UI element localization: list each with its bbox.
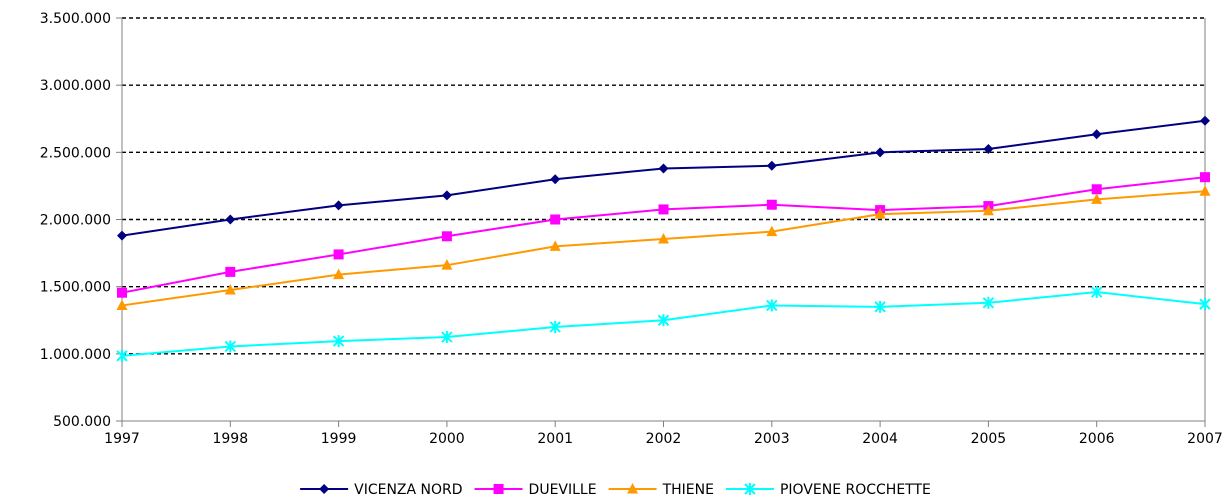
data-point-piovene-rocchette xyxy=(332,335,345,348)
x-tick-label: 2004 xyxy=(862,431,898,447)
data-point-thiene xyxy=(441,259,453,270)
legend-marker-group xyxy=(744,483,756,495)
series-piovene-rocchette xyxy=(116,286,1211,362)
data-point-piovene-rocchette xyxy=(441,331,453,344)
data-point-dueville xyxy=(441,231,452,242)
data-point-thiene xyxy=(224,284,236,295)
x-tick-label: 1998 xyxy=(212,431,248,447)
data-point-vicenza-nord xyxy=(875,147,886,158)
x-tick-label: 2001 xyxy=(537,431,573,447)
data-point-piovene-rocchette xyxy=(982,296,995,309)
data-point-thiene xyxy=(116,299,128,310)
data-point-piovene-rocchette xyxy=(116,349,128,362)
y-axis-ticks: 500.000 1.000.000 1.500.000 2.000.000 2.500.… xyxy=(40,11,122,430)
data-point-thiene xyxy=(766,225,778,237)
legend-marker-group xyxy=(319,484,330,494)
data-point-dueville xyxy=(225,266,236,277)
data-point-vicenza-nord xyxy=(1200,115,1210,126)
legend-label: DUEVILLE xyxy=(529,482,597,498)
x-tick-label: 2006 xyxy=(1079,431,1115,447)
x-tick-label: 2002 xyxy=(646,431,682,447)
data-point-thiene xyxy=(874,208,886,219)
x-axis-ticks: 1997 1998 1999 2000 2001 2002 2003 2004 2005 2006… xyxy=(104,421,1223,447)
data-point-piovene-rocchette xyxy=(874,300,886,313)
legend-marker xyxy=(319,484,330,494)
legend-marker xyxy=(627,483,639,494)
y-tick-label: 3.000.000 xyxy=(40,78,111,94)
data-point-piovene-rocchette xyxy=(1199,298,1211,311)
data-point-piovene-rocchette xyxy=(1090,286,1103,299)
y-tick-label: 1.500.000 xyxy=(40,280,111,296)
series-line-vicenza-nord xyxy=(121,119,1206,237)
x-tick-label: 2005 xyxy=(971,431,1007,447)
data-point-dueville xyxy=(550,214,561,225)
x-tick-label: 1999 xyxy=(321,431,357,447)
data-point-dueville xyxy=(1091,184,1102,195)
y-tick-label: 2.500.000 xyxy=(40,145,111,161)
legend-marker-group xyxy=(493,484,504,494)
y-tick-label: 2.000.000 xyxy=(40,213,111,229)
legend-item-piovene-rocchette: PIOVENE ROCCHETTE xyxy=(725,482,931,498)
legend-item-vicenza-nord: VICENZA NORD xyxy=(300,482,463,498)
data-series xyxy=(116,115,1211,362)
y-tick-label: 1.000.000 xyxy=(40,347,111,363)
x-tick-label: 2007 xyxy=(1187,431,1223,447)
data-point-vicenza-nord xyxy=(658,163,669,174)
data-point-thiene xyxy=(982,204,994,216)
data-point-piovene-rocchette xyxy=(766,299,778,312)
data-point-thiene xyxy=(658,232,669,244)
data-point-vicenza-nord xyxy=(550,174,561,185)
legend-marker-group xyxy=(627,483,639,494)
gridlines xyxy=(122,17,1205,355)
data-point-dueville xyxy=(658,204,669,215)
data-point-vicenza-nord xyxy=(441,190,452,201)
y-tick-label: 500.000 xyxy=(53,414,111,430)
data-point-piovene-rocchette xyxy=(224,340,237,353)
data-point-thiene xyxy=(1091,193,1103,204)
data-point-vicenza-nord xyxy=(225,214,236,225)
x-tick-label: 1997 xyxy=(104,431,140,447)
legend-item-thiene: THIENE xyxy=(608,482,714,498)
data-point-vicenza-nord xyxy=(1091,129,1102,140)
x-tick-label: 2003 xyxy=(754,431,790,447)
legend-label: THIENE xyxy=(662,482,714,498)
data-point-vicenza-nord xyxy=(983,143,994,154)
legend-item-dueville: DUEVILLE xyxy=(474,482,597,498)
data-point-thiene xyxy=(333,268,345,280)
legend-label: VICENZA NORD xyxy=(354,482,462,498)
legend: VICENZA NORD DUEVILLE THIENE PIOVENE ROCCHE… xyxy=(300,482,931,498)
data-point-vicenza-nord xyxy=(333,200,344,211)
data-point-piovene-rocchette xyxy=(657,314,670,327)
x-tick-label: 2000 xyxy=(429,431,465,447)
y-tick-label: 3.500.000 xyxy=(40,11,111,27)
legend-marker xyxy=(493,484,504,494)
legend-marker xyxy=(744,483,756,495)
series-vicenza-nord xyxy=(117,115,1210,241)
data-point-dueville xyxy=(117,287,127,298)
data-point-piovene-rocchette xyxy=(549,320,561,333)
legend-label: PIOVENE ROCCHETTE xyxy=(780,482,931,498)
data-point-dueville xyxy=(1200,172,1210,183)
data-point-vicenza-nord xyxy=(766,160,777,171)
data-point-dueville xyxy=(333,249,344,260)
data-point-dueville xyxy=(766,199,777,210)
series-thiene xyxy=(116,185,1211,310)
data-point-thiene xyxy=(549,240,561,251)
data-point-thiene xyxy=(1199,185,1211,196)
data-point-vicenza-nord xyxy=(117,230,127,241)
